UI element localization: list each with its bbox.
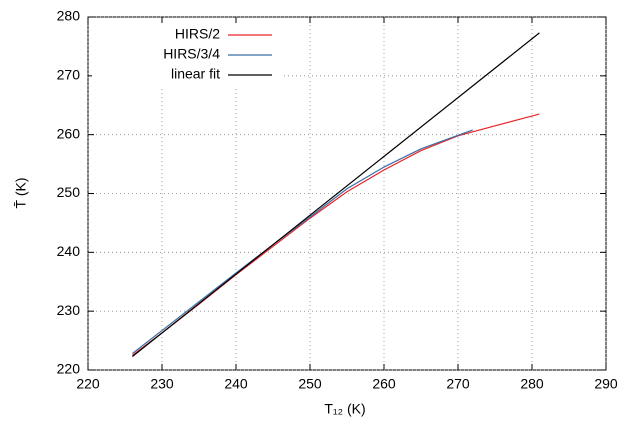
y-tick-label: 220 [57, 361, 81, 377]
x-tick-label: 230 [150, 376, 174, 392]
y-tick-label: 280 [57, 8, 81, 24]
legend-label: HIRS/2 [175, 26, 220, 42]
x-tick-label: 240 [224, 376, 248, 392]
x-tick-label: 290 [594, 376, 618, 392]
y-tick-label: 250 [57, 184, 81, 200]
x-tick-label: 280 [520, 376, 544, 392]
legend-label: linear fit [171, 66, 220, 82]
series-line [132, 113, 540, 356]
x-axis-label: T₁₂ (K) [324, 401, 365, 417]
x-tick-label: 260 [372, 376, 396, 392]
series-line [132, 32, 540, 357]
y-tick-label: 240 [57, 243, 81, 259]
y-tick-label: 230 [57, 302, 81, 318]
y-tick-label: 270 [57, 67, 81, 83]
x-tick-label: 220 [76, 376, 100, 392]
series-line [132, 129, 474, 355]
x-tick-label: 270 [446, 376, 470, 392]
y-tick-label: 260 [57, 125, 81, 141]
legend-label: HIRS/3/4 [163, 46, 220, 62]
y-axis-label: T̄ (K) [13, 177, 29, 208]
x-tick-label: 250 [298, 376, 322, 392]
